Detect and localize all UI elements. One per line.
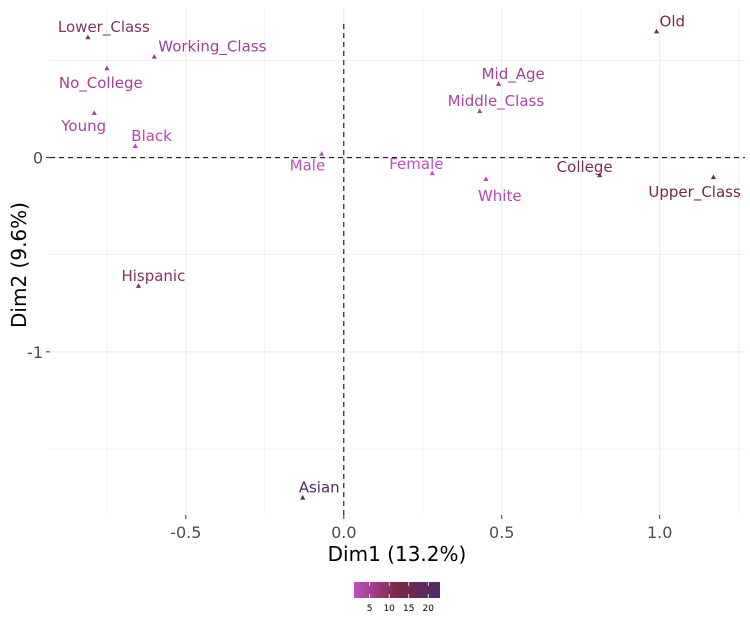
point-marker <box>135 283 142 288</box>
point-label: Asian <box>299 479 340 497</box>
point-label: No_College <box>59 74 143 93</box>
point-labels: Lower_Class Working_Class No_College Young B… <box>58 12 741 496</box>
point-marker <box>151 53 157 59</box>
point-label: Old <box>660 12 686 30</box>
point-label: Black <box>131 127 172 145</box>
reference-lines <box>50 24 745 515</box>
point-marker <box>300 494 306 500</box>
point-label: Middle_Class <box>448 92 545 111</box>
point-label: Upper_Class <box>648 183 741 202</box>
x-tick-label: 0.5 <box>489 523 514 542</box>
x-axis-ticks: -0.5 0.0 0.5 1.0 <box>170 515 672 542</box>
color-legend: 5 10 15 20 <box>354 582 440 614</box>
x-tick-label: 1.0 <box>647 523 672 542</box>
point-label: College <box>557 158 613 176</box>
point-marker <box>91 110 97 115</box>
point-label: Hispanic <box>121 267 185 285</box>
point-marker <box>132 143 138 148</box>
point-label: Working_Class <box>158 38 266 57</box>
point-label: White <box>478 187 522 205</box>
legend-tick-label: 5 <box>367 604 373 614</box>
legend-tick-label: 20 <box>423 604 435 614</box>
y-axis-title: Dim2 (9.6%) <box>7 202 31 328</box>
point-marker <box>710 174 717 180</box>
legend-tick-label: 15 <box>403 604 414 614</box>
x-axis-title: Dim1 (13.2%) <box>328 542 467 566</box>
y-axis-ticks: 0 -1 <box>27 149 50 362</box>
point-marker <box>653 28 660 34</box>
point-label: Male <box>290 157 326 175</box>
y-tick-label: 0 <box>33 149 43 168</box>
point-marker <box>429 170 435 176</box>
point-label: Lower_Class <box>58 18 150 37</box>
point-marker <box>319 151 325 156</box>
y-tick-label: -1 <box>27 343 43 362</box>
legend-colorbar <box>354 582 440 598</box>
grid-lines <box>50 8 745 515</box>
point-marker <box>597 172 603 178</box>
point-marker <box>85 34 91 40</box>
point-label: Mid_Age <box>482 65 545 84</box>
x-tick-label: -0.5 <box>170 523 201 542</box>
point-marker <box>495 81 502 86</box>
point-marker <box>483 176 489 182</box>
point-label: Female <box>389 155 443 173</box>
legend-tick-label: 10 <box>383 604 395 614</box>
point-marker <box>104 65 110 71</box>
x-tick-label: 0.0 <box>331 523 356 542</box>
data-points <box>85 28 717 500</box>
point-marker <box>477 108 483 114</box>
point-label: Young <box>60 117 106 135</box>
